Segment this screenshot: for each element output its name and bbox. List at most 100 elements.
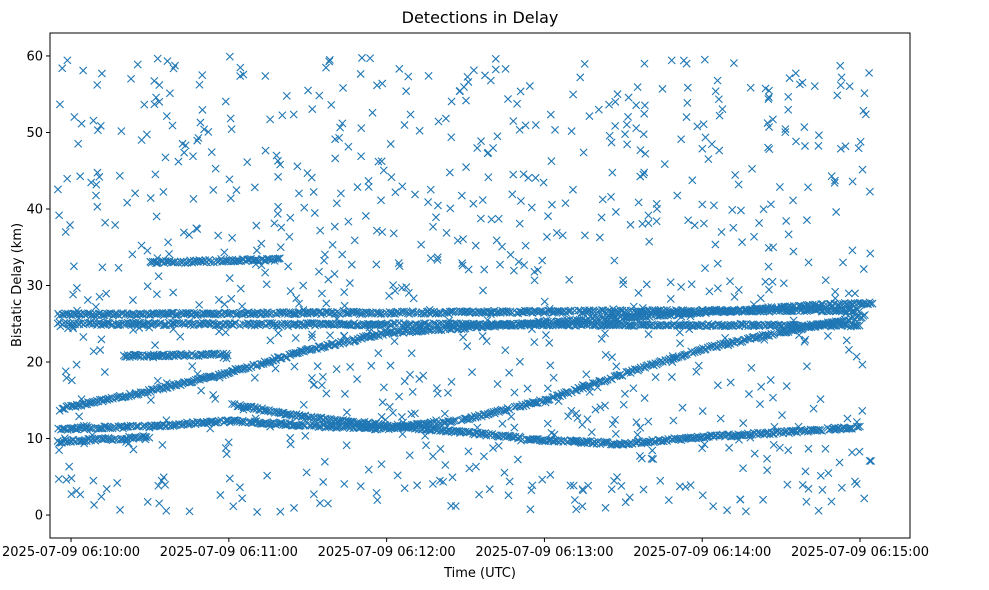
data-point bbox=[357, 124, 366, 133]
data-point bbox=[433, 201, 442, 210]
data-point bbox=[62, 475, 71, 484]
data-point bbox=[545, 338, 554, 347]
data-point bbox=[236, 284, 245, 293]
data-point bbox=[285, 232, 294, 241]
data-point bbox=[387, 173, 396, 182]
data-point bbox=[309, 187, 318, 196]
data-point bbox=[55, 211, 64, 220]
data-point bbox=[436, 444, 445, 453]
data-point bbox=[868, 299, 877, 308]
data-point bbox=[549, 373, 558, 382]
data-point bbox=[274, 202, 283, 211]
data-point bbox=[804, 183, 813, 192]
data-point bbox=[96, 345, 105, 354]
data-point bbox=[547, 157, 556, 166]
data-point bbox=[381, 415, 390, 424]
data-point bbox=[713, 381, 722, 390]
data-point bbox=[193, 370, 202, 378]
data-point bbox=[404, 72, 413, 81]
data-point bbox=[854, 144, 863, 153]
data-point bbox=[831, 287, 840, 296]
data-point bbox=[400, 121, 409, 130]
data-point bbox=[402, 87, 411, 96]
data-point bbox=[424, 198, 433, 207]
data-point bbox=[324, 275, 333, 284]
data-point bbox=[447, 377, 456, 386]
data-point bbox=[253, 507, 262, 516]
data-point bbox=[744, 390, 753, 399]
data-point bbox=[69, 290, 78, 299]
data-point bbox=[611, 121, 620, 130]
data-point bbox=[79, 66, 88, 75]
data-point bbox=[462, 163, 471, 172]
data-point bbox=[447, 97, 456, 106]
data-point bbox=[225, 175, 234, 184]
data-point bbox=[530, 276, 539, 285]
data-point bbox=[448, 473, 457, 482]
data-point bbox=[232, 365, 241, 374]
data-point bbox=[374, 349, 383, 358]
data-point bbox=[856, 137, 865, 146]
data-point bbox=[291, 333, 300, 342]
data-point bbox=[162, 416, 171, 425]
data-point bbox=[286, 433, 295, 442]
data-point bbox=[53, 185, 62, 194]
data-point bbox=[505, 368, 514, 377]
data-point bbox=[462, 96, 470, 105]
data-point bbox=[270, 219, 279, 228]
data-point bbox=[757, 382, 766, 391]
data-point bbox=[479, 286, 488, 295]
data-point bbox=[682, 59, 691, 68]
data-point bbox=[636, 146, 645, 155]
data-point bbox=[802, 362, 811, 371]
data-point bbox=[344, 217, 353, 226]
data-point bbox=[319, 477, 328, 486]
data-point bbox=[713, 259, 722, 268]
data-point bbox=[310, 208, 319, 217]
data-point bbox=[607, 192, 616, 201]
data-point bbox=[802, 497, 811, 506]
data-point bbox=[607, 485, 616, 494]
data-point bbox=[330, 222, 339, 231]
data-point bbox=[521, 121, 530, 130]
data-point bbox=[72, 425, 81, 434]
data-point bbox=[346, 362, 355, 371]
data-point bbox=[489, 143, 498, 152]
y-tick-label: 0 bbox=[35, 509, 43, 524]
data-point bbox=[731, 171, 740, 179]
data-point bbox=[159, 187, 168, 196]
data-point bbox=[153, 376, 162, 385]
data-point bbox=[700, 440, 709, 449]
data-point bbox=[595, 233, 604, 242]
data-point bbox=[585, 112, 594, 121]
data-point bbox=[152, 93, 161, 102]
data-point bbox=[824, 469, 833, 478]
data-point bbox=[222, 450, 231, 459]
data-point bbox=[143, 282, 152, 291]
data-point bbox=[170, 421, 179, 430]
data-point bbox=[398, 182, 407, 191]
data-point bbox=[93, 126, 102, 135]
data-point bbox=[676, 339, 685, 348]
data-point bbox=[766, 375, 775, 384]
data-point bbox=[632, 101, 641, 110]
data-point bbox=[494, 214, 503, 223]
data-point bbox=[705, 287, 714, 296]
data-point bbox=[636, 172, 645, 181]
data-point bbox=[546, 110, 555, 119]
data-point bbox=[460, 83, 468, 91]
data-point bbox=[475, 490, 484, 499]
data-point bbox=[683, 83, 692, 92]
data-point bbox=[682, 113, 691, 122]
data-point bbox=[605, 131, 614, 140]
data-point bbox=[377, 460, 386, 469]
data-point bbox=[227, 294, 236, 303]
data-point bbox=[469, 66, 478, 75]
data-point bbox=[827, 172, 836, 181]
data-point bbox=[61, 228, 70, 236]
data-point bbox=[814, 131, 823, 140]
data-point bbox=[531, 173, 540, 182]
data-point bbox=[669, 416, 678, 425]
data-point bbox=[640, 109, 649, 118]
data-point bbox=[250, 373, 259, 382]
